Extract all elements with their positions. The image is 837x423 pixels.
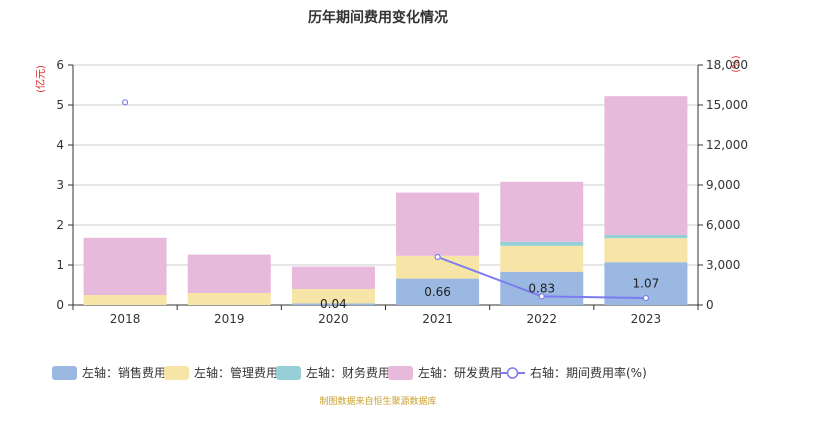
- left-axis-tick-label: 2: [56, 218, 64, 232]
- legend-item[interactable]: 左轴：销售费用: [52, 365, 166, 380]
- legend-item[interactable]: 左轴：财务费用: [276, 365, 390, 380]
- bar-segment: [604, 235, 688, 239]
- bar-segment: [500, 245, 584, 272]
- legend-item[interactable]: 左轴：研发费用: [388, 365, 502, 380]
- left-axis-unit: (亿元): [34, 65, 47, 93]
- bar-segment: [83, 237, 167, 295]
- bar-segment: [291, 289, 375, 304]
- legend-swatch: [388, 366, 413, 380]
- x-axis-tick-label: 2021: [422, 312, 453, 326]
- bar-segment: [396, 278, 480, 305]
- right-axis-tick-label: 12,000: [706, 138, 748, 152]
- bar-data-label: 0.83: [528, 281, 555, 295]
- bar-data-label: 0.66: [424, 285, 451, 299]
- bar-segment: [604, 96, 688, 235]
- left-axis-tick-label: 6: [56, 58, 64, 72]
- right-axis-tick-label: 6,000: [706, 218, 740, 232]
- left-axis-tick-label: 4: [56, 138, 64, 152]
- legend-item[interactable]: 左轴：管理费用: [164, 365, 278, 380]
- data-labels: 0.04 0.66 0.83 1.07: [320, 277, 659, 312]
- right-axis-unit: (%): [731, 55, 742, 72]
- legend-label: 左轴：销售费用: [82, 365, 166, 380]
- x-axis-tick-label: 2019: [214, 312, 245, 326]
- grid-lines: [73, 64, 698, 266]
- bar-segment: [604, 238, 688, 263]
- bar-segment: [187, 293, 271, 305]
- expense-rate-line: [121, 99, 650, 302]
- line-segment: [437, 256, 543, 298]
- bar-stacks: [83, 96, 688, 305]
- line-point: [121, 99, 129, 106]
- x-axis-tick-label: 2018: [110, 312, 141, 326]
- right-axis-tick-label: 18,000: [706, 58, 748, 72]
- bar-segment: [500, 181, 584, 242]
- bar-segment: [187, 254, 271, 293]
- left-axis-tick-label: 0: [56, 298, 64, 312]
- x-axis-tick-label: 2023: [631, 312, 662, 326]
- bar-segment: [500, 241, 584, 246]
- bar-segment: [396, 192, 480, 256]
- data-source-note: 制图数据来自恒生聚源数据库: [319, 395, 436, 407]
- bar-data-label: 0.04: [320, 297, 347, 311]
- line-point: [642, 294, 650, 302]
- legend-label: 左轴：管理费用: [194, 365, 278, 380]
- right-axis-tick-label: 9,000: [706, 178, 740, 192]
- bar-segment: [500, 271, 584, 305]
- line-point: [434, 253, 441, 261]
- bar-segment: [83, 295, 167, 305]
- left-axis-tick-label: 5: [56, 98, 64, 112]
- legend-label: 左轴：财务费用: [306, 365, 390, 380]
- right-axis-tick-label: 15,000: [706, 98, 748, 112]
- line-segment: [541, 295, 646, 300]
- legend[interactable]: 左轴：销售费用 左轴：管理费用 左轴：财务费用 左轴：研发费用 右轴：期间费用率(%): [52, 365, 647, 380]
- right-axis-tick-label: 0: [706, 298, 714, 312]
- x-axis-tick-label: 2022: [526, 312, 557, 326]
- legend-swatch: [164, 366, 189, 380]
- bar-segment: [291, 303, 375, 305]
- left-axis-tick-label: 3: [56, 178, 64, 192]
- legend-label: 右轴：期间费用率(%): [530, 365, 647, 380]
- x-axis-tick-label: 2020: [318, 312, 349, 326]
- legend-item[interactable]: 右轴：期间费用率(%): [500, 365, 647, 380]
- bar-segment: [291, 266, 375, 289]
- legend-swatch: [276, 366, 301, 380]
- right-axis-tick-label: 3,000: [706, 258, 740, 272]
- legend-label: 左轴：研发费用: [418, 365, 502, 380]
- axes: 0 1 2 3 4 5 6 0 3,000 6,000 9,000 12,000 15,000 18,00…: [56, 58, 748, 326]
- chart-title: 历年期间费用变化情况: [308, 9, 448, 26]
- bar-segment: [396, 255, 480, 279]
- left-axis-tick-label: 1: [56, 258, 64, 272]
- legend-marker: [506, 367, 519, 379]
- bar-data-label: 1.07: [633, 277, 660, 291]
- line-point: [538, 293, 545, 300]
- legend-swatch: [52, 366, 77, 380]
